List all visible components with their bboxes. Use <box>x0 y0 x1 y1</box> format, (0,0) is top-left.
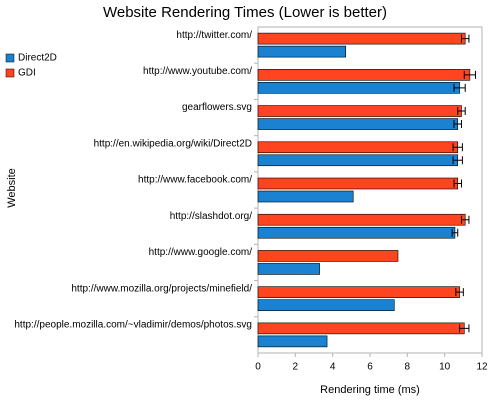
y-tick-label: http://www.mozilla.org/projects/minefiel… <box>71 283 252 294</box>
y-tick-label: http://twitter.com/ <box>176 30 252 41</box>
error-bar <box>459 324 470 333</box>
bar <box>257 105 462 117</box>
error-bar <box>453 83 466 92</box>
y-tick-label: http://en.wikipedia.org/wiki/Direct2D <box>94 138 252 149</box>
error-bar <box>451 228 459 237</box>
x-tick-label: 4 <box>330 362 336 373</box>
bar <box>257 250 399 262</box>
legend-swatch <box>5 68 15 78</box>
x-tick-label: 10 <box>439 362 451 373</box>
bar <box>257 263 320 275</box>
legend-label: GDI <box>18 68 36 79</box>
error-bar <box>460 215 470 224</box>
y-tick-label: http://www.facebook.com/ <box>138 175 252 186</box>
x-tick-label: 0 <box>255 362 261 373</box>
error-bar <box>452 156 463 165</box>
bar <box>257 299 395 311</box>
x-axis-title: Rendering time (ms) <box>320 384 420 396</box>
y-tick-label: http://www.google.com/ <box>149 247 253 258</box>
y-tick-label: http://people.mozilla.com/~vladimir/demo… <box>14 320 252 331</box>
bar <box>257 226 456 239</box>
error-bar <box>460 34 470 43</box>
error-bar <box>453 179 462 188</box>
legend-label: Direct2D <box>18 53 57 64</box>
error-bar <box>455 288 464 297</box>
bar <box>257 118 459 130</box>
bar <box>257 32 466 45</box>
x-tick-label: 12 <box>476 362 488 373</box>
bar <box>257 322 465 335</box>
legend-swatch <box>5 53 15 63</box>
bar <box>257 141 459 154</box>
x-tick-label: 8 <box>405 362 411 373</box>
bar <box>257 335 328 348</box>
error-bar <box>457 107 466 116</box>
bar <box>257 177 459 190</box>
chart-title: Website Rendering Times (Lower is better… <box>103 4 387 21</box>
bar <box>257 213 466 226</box>
bar <box>257 82 460 94</box>
y-tick-label: http://slashdot.org/ <box>170 211 252 222</box>
bar <box>257 45 347 58</box>
y-axis-title: Website <box>6 168 18 208</box>
y-tick-label: http://www.youtube.com/ <box>143 66 252 77</box>
y-tick-label: gearflowers.svg <box>182 102 252 113</box>
error-bar <box>453 120 462 129</box>
bar <box>257 154 459 167</box>
bar <box>257 190 354 203</box>
x-tick-label: 2 <box>293 362 299 373</box>
bar <box>257 69 471 81</box>
x-tick-label: 6 <box>367 362 373 373</box>
bar <box>257 286 460 298</box>
error-bar <box>463 70 476 79</box>
error-bar <box>452 143 463 152</box>
